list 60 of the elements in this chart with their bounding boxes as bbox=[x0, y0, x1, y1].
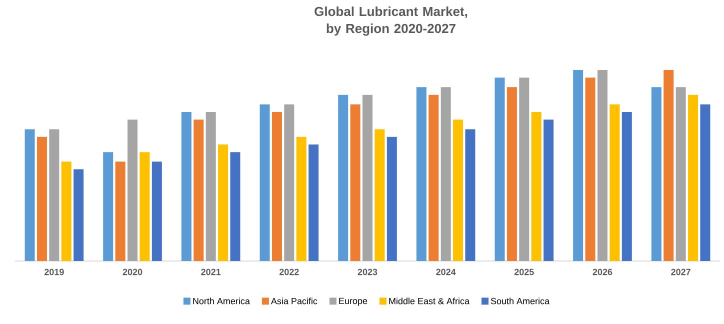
bar bbox=[206, 112, 216, 261]
bar bbox=[585, 78, 596, 261]
bar bbox=[494, 78, 505, 261]
chart-title: Global Lubricant Market, by Region 2020-2027 bbox=[314, 6, 468, 36]
bar bbox=[49, 129, 60, 261]
bar bbox=[128, 120, 138, 261]
bar bbox=[688, 94, 698, 261]
bar bbox=[374, 129, 385, 261]
legend-label: North America bbox=[193, 298, 250, 304]
bar bbox=[140, 152, 150, 261]
bar bbox=[664, 70, 674, 261]
bar bbox=[465, 129, 476, 261]
bar bbox=[61, 162, 72, 261]
bar bbox=[573, 70, 584, 261]
bar bbox=[284, 104, 294, 261]
bar bbox=[230, 152, 240, 261]
x-tick-label: 2022 bbox=[279, 268, 299, 276]
bar bbox=[36, 136, 47, 261]
bar bbox=[531, 112, 542, 261]
bar bbox=[651, 87, 662, 261]
x-tick-label: 2025 bbox=[514, 268, 534, 276]
x-tick-label: 2019 bbox=[44, 268, 64, 276]
x-tick-label: 2026 bbox=[592, 268, 612, 276]
bar bbox=[519, 78, 530, 261]
bar bbox=[152, 162, 162, 261]
x-tick-label: 2023 bbox=[358, 268, 378, 276]
bar bbox=[24, 129, 35, 261]
x-tick-label: 2021 bbox=[201, 268, 221, 276]
bar bbox=[181, 112, 192, 261]
bar bbox=[416, 87, 426, 261]
bar bbox=[597, 70, 608, 261]
bar bbox=[350, 104, 360, 261]
bar bbox=[218, 144, 228, 261]
bar bbox=[386, 136, 397, 261]
x-tick-label: 2020 bbox=[122, 268, 142, 276]
x-tick-label: 2027 bbox=[671, 268, 690, 276]
bar bbox=[428, 94, 439, 261]
bar bbox=[308, 144, 319, 261]
bar bbox=[296, 136, 306, 261]
bar bbox=[272, 112, 282, 261]
legend-label: South America bbox=[490, 298, 550, 304]
bar bbox=[610, 104, 620, 261]
legend-label: Asia Pacific bbox=[270, 298, 318, 304]
x-tick-label: 2024 bbox=[436, 268, 456, 276]
bar bbox=[260, 104, 270, 261]
bar bbox=[115, 162, 126, 261]
bar bbox=[700, 104, 710, 261]
bar bbox=[440, 87, 451, 261]
legend-label: Middle East & Africa bbox=[389, 298, 470, 304]
bar bbox=[622, 112, 632, 261]
bar bbox=[74, 169, 84, 261]
bar bbox=[506, 87, 517, 261]
bar bbox=[453, 120, 464, 261]
bar bbox=[362, 94, 372, 261]
bar bbox=[338, 94, 348, 261]
bar bbox=[103, 152, 114, 261]
bar bbox=[676, 87, 686, 261]
bar bbox=[544, 120, 554, 261]
legend-label: Europe bbox=[339, 298, 368, 306]
bar bbox=[194, 120, 204, 261]
